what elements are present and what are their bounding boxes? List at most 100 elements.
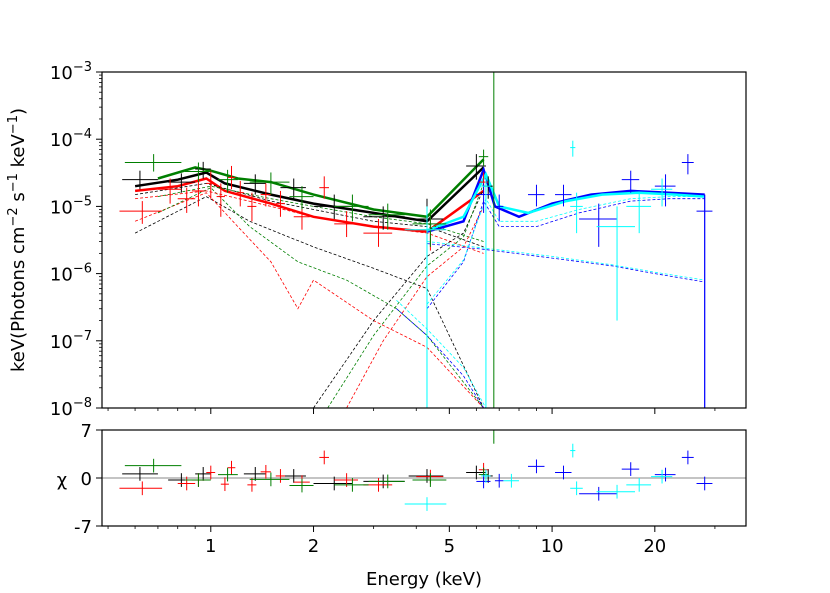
residual-point-blue-5 [621, 462, 640, 476]
residual-point-black-3 [243, 467, 266, 481]
data-point-blue-3 [555, 184, 572, 207]
data-point-red-14 [363, 218, 393, 247]
data-point-red-8 [247, 192, 257, 222]
residual-point-red-3 [206, 465, 216, 480]
spectrum-axes: 10−8 10−7 10−6 10−5 10−4 10−3 [50, 60, 716, 420]
residual-point-red-4 [220, 477, 229, 492]
residual-point-green-3 [249, 472, 290, 487]
x-tick-label: 10 [541, 536, 564, 557]
residual-point-green-0 [124, 458, 182, 473]
data-point-green-4 [289, 186, 314, 210]
data-point-red-0 [119, 201, 163, 224]
residual-point-red-1 [177, 476, 196, 491]
spectrum-plot-area [119, 72, 713, 408]
residual-point-cyan-3 [570, 443, 576, 458]
residual-point-cyan-4 [570, 481, 583, 496]
data-point-green-6 [368, 203, 405, 230]
residual-point-red-6 [247, 478, 257, 492]
model-component-red-13 [346, 206, 484, 408]
data-point-red-12 [319, 176, 329, 199]
data-point-cyan-0 [404, 206, 447, 408]
data-point-blue-0 [476, 183, 491, 213]
data-point-cyan-3 [570, 192, 583, 234]
model-component-blue-18 [396, 308, 484, 408]
model-component-green-7 [157, 187, 484, 408]
residual-point-blue-1 [494, 473, 504, 488]
y-tick-label: 10−6 [50, 262, 92, 286]
residual-y-tick-label: -7 [74, 517, 92, 538]
residual-point-blue-2 [527, 459, 545, 474]
residual-point-blue-6 [654, 467, 676, 482]
x-tick-label: 1 [205, 536, 216, 557]
model-component-blue-14 [426, 243, 705, 283]
data-point-blue-2 [527, 184, 545, 207]
residual-point-black-5 [313, 476, 353, 491]
residual-point-cyan-7 [651, 469, 673, 484]
residual-point-red-13 [416, 469, 444, 484]
data-point-blue-8 [696, 194, 713, 408]
x-tick-label: 5 [444, 536, 455, 557]
spectrum-axes-frame [101, 71, 747, 409]
residual-point-blue-8 [696, 476, 713, 491]
data-point-green-2 [218, 169, 238, 193]
data-point-red-9 [260, 183, 271, 207]
data-point-black-3 [243, 174, 266, 195]
data-point-red-3 [191, 178, 205, 207]
residual-point-red-0 [119, 481, 163, 496]
residual-point-red-10 [319, 450, 329, 465]
data-point-blue-1 [494, 194, 504, 222]
residual-point-green-6 [368, 474, 405, 489]
x-tick-label: 2 [308, 536, 319, 557]
data-point-red-2 [177, 187, 196, 213]
residual-point-red-8 [275, 469, 286, 483]
data-point-cyan-6 [651, 178, 673, 207]
y-tick-label: 10−7 [50, 329, 92, 353]
residual-point-green-5 [334, 478, 369, 492]
residual-point-green-4 [289, 478, 314, 493]
data-point-black-6 [363, 206, 405, 230]
data-point-blue-7 [681, 154, 694, 175]
data-point-cyan-4 [596, 206, 636, 321]
x-axis-label: Energy (keV) [366, 569, 482, 590]
residual-point-blue-3 [555, 465, 572, 480]
data-point-red-10 [275, 190, 286, 217]
model-component-black-5 [134, 196, 484, 408]
data-point-black-0 [122, 170, 158, 190]
residual-point-blue-0 [476, 474, 491, 489]
residual-point-green-2 [218, 467, 238, 482]
data-point-green-8 [478, 149, 489, 166]
residual-axes: 7 0 -7 1 2 5 10 20 [74, 421, 716, 557]
data-point-cyan-2 [570, 140, 576, 157]
y-tick-label: 10−8 [50, 396, 92, 420]
residual-point-green-7 [412, 473, 447, 487]
y-tick-label: 10−3 [50, 60, 92, 84]
model-component-blue-16 [426, 198, 705, 309]
spectrum-y-axis-label: keV(Photons cm−2 s−1 keV−1) [6, 108, 29, 372]
residual-point-black-8 [466, 465, 486, 480]
data-point-cyan-1 [481, 174, 491, 408]
residual-point-blue-4 [579, 486, 618, 501]
residual-point-cyan-6 [626, 478, 652, 492]
data-point-cyan-5 [626, 192, 652, 234]
data-point-blue-5 [621, 170, 640, 193]
data-point-green-3 [249, 172, 290, 195]
residual-y-axis-label: χ [57, 470, 67, 491]
data-point-green-1 [184, 162, 211, 183]
data-point-red-1 [157, 178, 182, 204]
data-point-blue-6 [654, 174, 676, 207]
model-curve-cyan-4 [426, 171, 705, 232]
model-component-green-12 [327, 183, 484, 408]
residual-y-tick-label: 0 [81, 469, 92, 490]
data-point-black-8 [466, 154, 486, 180]
data-point-red-4 [206, 170, 216, 199]
model-component-cyan-17 [426, 196, 705, 305]
data-point-red-6 [227, 165, 236, 190]
residual-point-cyan-1 [481, 469, 491, 483]
data-point-red-7 [236, 180, 244, 207]
residual-y-tick-label: 7 [81, 421, 92, 442]
residual-point-black-2 [195, 467, 211, 481]
residual-plot-area [102, 430, 746, 511]
model-component-red-6 [134, 192, 484, 408]
residual-point-black-0 [122, 467, 158, 481]
data-point-green-7 [412, 209, 447, 247]
